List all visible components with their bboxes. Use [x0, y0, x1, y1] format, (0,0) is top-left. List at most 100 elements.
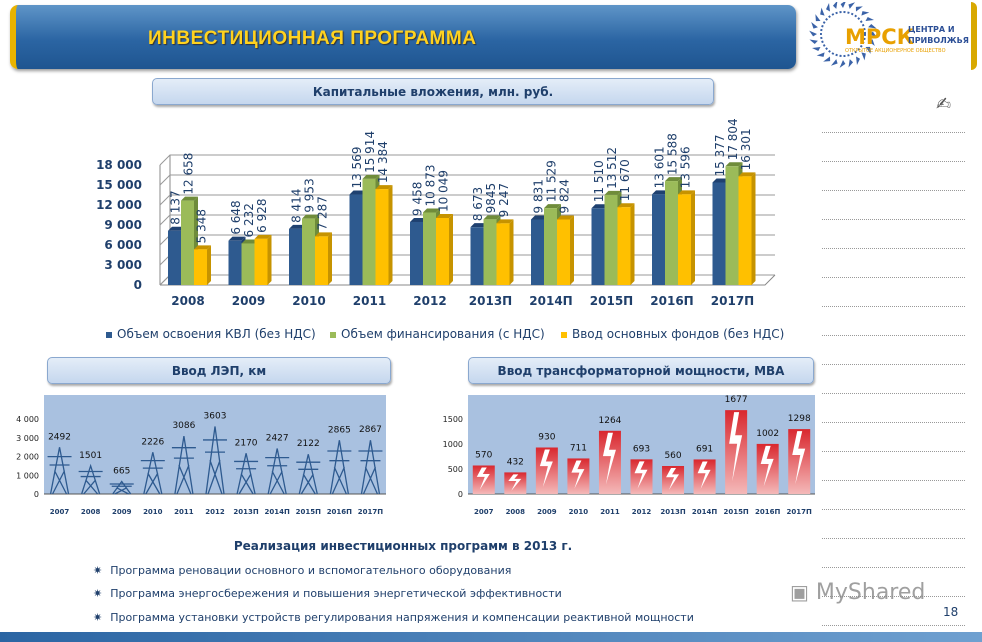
lightning-icon: [476, 467, 490, 490]
data-label: 693: [633, 444, 650, 454]
note-line: [822, 190, 965, 191]
bar-top: [738, 172, 756, 177]
tower-lattice: [78, 463, 103, 495]
bar-top: [470, 223, 488, 228]
legend-item-fixed-assets: Ввод основных фондов (без НДС): [561, 327, 784, 341]
x-tick-label: 2014П: [265, 508, 290, 516]
bar: [181, 200, 194, 285]
logo-ray: [812, 47, 821, 52]
tower-icon: [78, 463, 103, 495]
bar-side: [267, 234, 272, 285]
x-tick-label: 2011: [353, 294, 386, 308]
data-label: 5 348: [195, 209, 209, 243]
data-label: 2492: [48, 432, 71, 442]
tower-icon: [296, 454, 321, 495]
x-tick-label: 2008: [506, 508, 526, 516]
bar: [349, 194, 363, 285]
logo-ray: [825, 3, 830, 12]
bar: [168, 230, 181, 285]
legend-item-kvl: Объем освоения КВЛ (без НДС): [106, 327, 316, 341]
tower-icon: [109, 480, 134, 495]
list-item: ✷ Программа энергосбережения и повышения …: [93, 587, 562, 600]
y-tick-label: 18 000: [96, 158, 142, 172]
bar-top: [228, 236, 246, 241]
y-tick-label: 0: [458, 490, 463, 499]
data-label: 16 301: [739, 128, 753, 170]
x-tick-label: 2017П: [787, 508, 812, 516]
x-tick-label: 2017П: [711, 294, 754, 308]
x-tick-label: 2010: [569, 508, 589, 516]
bar-top: [168, 226, 185, 231]
logo-ray: [840, 0, 847, 8]
bar: [483, 219, 497, 285]
y-tick-label: 12 000: [96, 198, 142, 212]
bar-top: [375, 185, 393, 190]
bar-top: [678, 190, 695, 195]
x-tick-label: 2015П: [296, 508, 321, 516]
x-tick-label: 2014П: [692, 508, 717, 516]
x-tick-label: 2008: [81, 508, 101, 516]
presentation-icon: ▣: [790, 580, 809, 604]
data-label: 6 648: [229, 200, 243, 234]
logo-ray: [820, 7, 825, 16]
tower-lattice: [296, 454, 321, 495]
svg-text:ПРИВОЛЖЬЯ: ПРИВОЛЖЬЯ: [908, 36, 969, 45]
logo-ray: [868, 23, 877, 29]
logo-ray: [832, 0, 838, 9]
bar-top: [725, 162, 743, 167]
data-label: 8 414: [290, 189, 304, 223]
bar-top: [181, 196, 198, 201]
bar: [410, 221, 423, 285]
bar: [725, 166, 739, 285]
tower-icon: [358, 440, 383, 495]
bar-top: [289, 224, 306, 229]
bar: [362, 178, 376, 285]
tower-lattice: [203, 426, 227, 495]
note-line: [822, 364, 965, 365]
tower-lattice: [47, 447, 72, 495]
bar-top: [349, 190, 367, 195]
bar-top: [241, 239, 259, 244]
bar: [496, 223, 510, 285]
data-label: 13 596: [679, 146, 693, 188]
bar: [302, 218, 315, 285]
logo-sun-icon: МРСК ЦЕНТРА И ПРИВОЛЖЬЯ ОТКРЫТОЕ АКЦИОНЕ…: [809, 0, 969, 68]
data-label: 6 232: [242, 203, 256, 237]
data-label: 3086: [172, 421, 195, 431]
bar-top: [557, 215, 574, 220]
data-label: 432: [507, 457, 524, 467]
bar-top: [617, 203, 635, 208]
x-tick-label: 2010: [292, 294, 325, 308]
tower-lattice: [234, 453, 259, 495]
data-label: 17 804: [726, 118, 740, 160]
bar-top: [712, 178, 730, 183]
note-line: [822, 248, 965, 249]
x-tick-label: 2017П: [358, 508, 383, 516]
list-item: ✷ Программа установки устройств регулиров…: [93, 611, 694, 624]
gridline: [159, 154, 775, 166]
tower-lattice: [140, 452, 165, 495]
x-tick-label: 2012: [205, 508, 225, 516]
logo-ray: [865, 46, 871, 54]
bar-top: [652, 190, 669, 195]
lightning-icon: [539, 449, 553, 488]
lightning-icon: [729, 412, 743, 482]
logo-ray: [816, 52, 825, 57]
y-tick-label: 1 000: [16, 471, 39, 480]
bar-top: [254, 234, 272, 239]
data-label: 12 658: [182, 153, 196, 195]
bar-top: [591, 204, 609, 209]
lightning-icon: [571, 460, 585, 489]
bar-side: [751, 172, 756, 285]
data-label: 14 384: [376, 141, 390, 183]
note-line: [822, 277, 965, 278]
logo-ray: [855, 6, 863, 12]
x-tick-label: 2012: [413, 294, 446, 308]
bar: [712, 182, 726, 285]
bar-side: [328, 232, 332, 285]
bar: [591, 208, 605, 285]
logo-ray: [830, 59, 838, 66]
tower-lattice: [171, 436, 196, 495]
data-label: 7 287: [316, 196, 330, 230]
x-tick-label: 2009: [112, 508, 132, 516]
